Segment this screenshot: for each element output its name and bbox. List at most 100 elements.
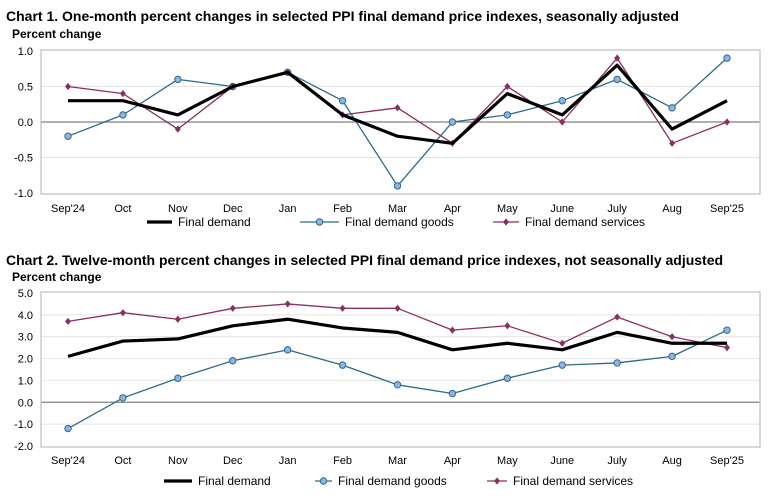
x-tick-label: Dec bbox=[223, 203, 243, 215]
y-tick-label: -1.0 bbox=[14, 188, 33, 200]
data-point-final-demand-services bbox=[174, 125, 181, 133]
data-point-final-demand-goods bbox=[174, 75, 182, 84]
x-tick-label: June bbox=[550, 203, 574, 215]
y-tick-label: 2.0 bbox=[18, 354, 33, 366]
y-tick-label: 0.0 bbox=[18, 117, 33, 129]
data-point-final-demand-services bbox=[614, 313, 621, 321]
data-point-final-demand-goods bbox=[558, 97, 566, 105]
data-point-final-demand-services bbox=[504, 82, 511, 91]
x-tick-label: July bbox=[607, 455, 627, 467]
legend-label-final-demand-goods: Final demand goods bbox=[345, 215, 454, 229]
legend-marker-final-demand-services bbox=[494, 477, 500, 485]
chart-2: Chart 2. Twelve-month percent changes in… bbox=[6, 252, 761, 488]
data-point-final-demand-services bbox=[394, 304, 401, 312]
x-tick-label: Feb bbox=[333, 455, 352, 467]
chart-1: Chart 1. One-month percent changes in se… bbox=[6, 8, 761, 229]
y-tick-label: -0.5 bbox=[14, 153, 33, 165]
data-point-final-demand-services bbox=[724, 118, 730, 126]
x-tick-label: Oct bbox=[114, 455, 131, 467]
series-line-final-demand bbox=[68, 63, 728, 145]
data-point-final-demand-services bbox=[339, 304, 346, 312]
chart-title: Chart 2. Twelve-month percent changes in… bbox=[6, 252, 723, 268]
x-tick-label: June bbox=[550, 455, 574, 467]
x-tick-label: Jan bbox=[279, 203, 297, 215]
y-tick-label: 1.0 bbox=[18, 46, 33, 58]
y-tick-label: 1.0 bbox=[18, 375, 33, 387]
y-tick-label: 3.0 bbox=[18, 332, 33, 344]
series-line-final-demand bbox=[67, 317, 727, 358]
plot-area bbox=[40, 49, 761, 195]
x-tick-label: Nov bbox=[168, 203, 188, 215]
x-tick-label: Jan bbox=[279, 455, 297, 467]
legend-label-final-demand: Final demand bbox=[178, 215, 251, 229]
data-point-final-demand-goods bbox=[283, 346, 292, 354]
data-point-final-demand-goods bbox=[393, 182, 402, 190]
data-point-final-demand-goods bbox=[558, 361, 566, 369]
data-point-final-demand-services bbox=[284, 300, 291, 308]
y-axis-label: Percent change bbox=[12, 27, 102, 41]
legend-marker-final-demand-goods bbox=[315, 218, 324, 226]
x-tick-label: Apr bbox=[444, 455, 461, 467]
data-point-final-demand-services bbox=[119, 309, 126, 317]
x-tick-label: Oct bbox=[114, 203, 131, 215]
legend-label-final-demand: Final demand bbox=[198, 474, 271, 488]
x-tick-label: Sep'25 bbox=[710, 455, 744, 467]
data-point-final-demand-goods bbox=[64, 424, 72, 433]
data-point-final-demand-services bbox=[669, 333, 676, 341]
data-point-final-demand-goods bbox=[723, 54, 731, 62]
data-point-final-demand-services bbox=[724, 344, 730, 352]
legend-marker-final-demand-goods bbox=[319, 477, 328, 485]
data-point-final-demand-goods bbox=[668, 352, 676, 361]
data-point-final-demand-goods bbox=[448, 389, 457, 398]
x-tick-label: Mar bbox=[388, 203, 407, 215]
data-point-final-demand-services bbox=[559, 118, 566, 126]
data-point-final-demand-services bbox=[119, 90, 126, 98]
y-axis-label: Percent change bbox=[12, 270, 102, 284]
data-point-final-demand-goods bbox=[668, 104, 676, 112]
data-point-final-demand-goods bbox=[613, 359, 621, 367]
x-tick-label: Nov bbox=[168, 455, 188, 467]
data-point-final-demand-services bbox=[174, 315, 181, 323]
plot-area bbox=[40, 291, 761, 448]
series-line-final-demand-goods bbox=[67, 329, 728, 430]
data-point-final-demand-goods bbox=[723, 326, 731, 334]
data-point-final-demand-services bbox=[229, 304, 236, 312]
data-point-final-demand-services bbox=[449, 326, 456, 334]
y-tick-label: 0.0 bbox=[18, 397, 33, 409]
x-tick-label: Aug bbox=[662, 455, 682, 467]
x-tick-label: Sep'24 bbox=[51, 455, 85, 467]
x-tick-label: Mar bbox=[388, 455, 407, 467]
x-tick-label: Dec bbox=[223, 455, 243, 467]
data-point-final-demand-goods bbox=[119, 394, 127, 402]
data-point-final-demand-services bbox=[65, 82, 71, 91]
x-tick-label: May bbox=[497, 455, 518, 467]
y-tick-label: 5.0 bbox=[18, 288, 33, 300]
data-point-final-demand-services bbox=[394, 104, 401, 112]
data-point-final-demand-services bbox=[504, 322, 511, 330]
legend-label-final-demand-services: Final demand services bbox=[525, 215, 645, 229]
legend-marker-final-demand-services bbox=[503, 218, 509, 226]
data-point-final-demand-services bbox=[559, 339, 566, 347]
y-tick-label: 4.0 bbox=[18, 310, 33, 322]
y-tick-label: 0.5 bbox=[18, 82, 33, 94]
data-point-final-demand-goods bbox=[338, 361, 347, 369]
data-point-final-demand-services bbox=[65, 317, 71, 326]
x-tick-label: Sep'24 bbox=[51, 203, 85, 215]
x-tick-label: Sep'25 bbox=[710, 203, 744, 215]
chart-title: Chart 1. One-month percent changes in se… bbox=[6, 8, 679, 24]
series-line-final-demand-services bbox=[67, 57, 728, 144]
data-point-final-demand-goods bbox=[174, 374, 182, 382]
x-tick-label: Apr bbox=[444, 203, 461, 215]
data-point-final-demand-goods bbox=[393, 381, 402, 389]
data-point-final-demand-goods bbox=[229, 357, 237, 365]
data-point-final-demand-goods bbox=[119, 111, 127, 119]
x-tick-label: July bbox=[607, 203, 627, 215]
data-point-final-demand-services bbox=[614, 54, 621, 62]
legend-label-final-demand-services: Final demand services bbox=[513, 474, 633, 488]
data-point-final-demand-goods bbox=[338, 97, 347, 105]
data-point-final-demand-goods bbox=[448, 118, 457, 126]
x-tick-label: May bbox=[497, 203, 518, 215]
data-point-final-demand-goods bbox=[613, 75, 621, 84]
y-tick-label: -1.0 bbox=[14, 419, 33, 431]
